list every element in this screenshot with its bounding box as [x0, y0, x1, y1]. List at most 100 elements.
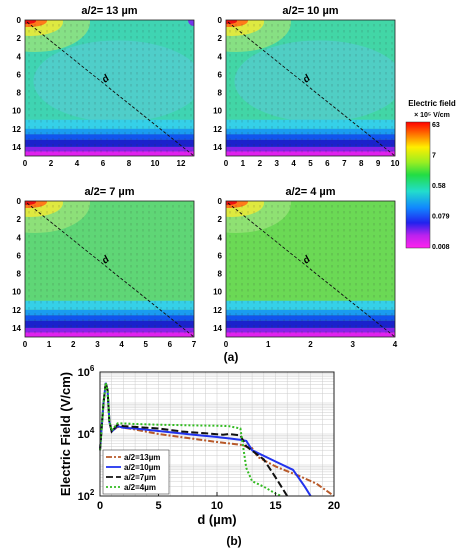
caption-a: (a): [224, 350, 239, 364]
x-tick-label: 3: [95, 340, 100, 349]
legend-label: a/2=7µm: [124, 473, 156, 482]
cut-line: [227, 21, 396, 157]
depletion-band: [226, 146, 395, 152]
depletion-band: [25, 146, 194, 152]
x-tick-label: 3: [351, 340, 356, 349]
cut-line: [26, 202, 195, 338]
x-axis-label: d (µm): [197, 512, 236, 527]
y-tick-label: 106: [78, 364, 95, 379]
x-tick-label: 6: [168, 340, 173, 349]
depletion-band: [226, 309, 395, 316]
colorbar-tick-label: 0.008: [432, 244, 450, 251]
grid: [99, 372, 335, 497]
colorbar-title: Electric field: [408, 99, 456, 108]
x-tick-label: 0: [23, 159, 28, 168]
x-tick-label: 8: [127, 159, 132, 168]
y-tick-label: 102: [78, 488, 95, 503]
depletion-band: [25, 327, 194, 333]
colorbar-gradient: [405, 121, 431, 249]
x-tick-label: 6: [325, 159, 330, 168]
colorbar-tick-label: 0.58: [432, 183, 446, 190]
cut-line: [227, 202, 396, 338]
y-tick-label: 6: [218, 251, 223, 260]
colorbar-tick-label: 0.079: [432, 214, 450, 221]
x-tick-label: 1: [266, 340, 271, 349]
depletion-band: [25, 332, 194, 337]
y-tick-label: 0: [218, 197, 223, 206]
depletion-band: [226, 300, 395, 310]
x-tick-label: 10: [151, 159, 160, 168]
line-chart: 0 5 10 15 20 102 104 106 d (µm) Electric Field (V…: [58, 364, 340, 527]
y-tick-label: 12: [213, 125, 222, 134]
depletion-band: [226, 119, 395, 129]
x-tick-label: 2: [71, 340, 76, 349]
x-tick-label: 1: [241, 159, 246, 168]
y-tick-label: 14: [213, 324, 222, 333]
colorbar-tick-label: 7: [432, 153, 436, 160]
y-tick-label: 8: [218, 270, 223, 279]
x-tick-label: 0: [23, 340, 28, 349]
y-tick-label: 2: [218, 215, 223, 224]
panel-frame: [24, 19, 195, 157]
y-tick-label: 6: [17, 70, 22, 79]
y-tick-label: 0: [17, 197, 22, 206]
y-tick-label: 4: [17, 52, 22, 61]
x-tick-label: 20: [328, 500, 340, 512]
series-line: [99, 382, 289, 497]
y-tick-label: 10: [12, 288, 21, 297]
depletion-band: [226, 332, 395, 337]
colorbar: Electric field × 10⁵ V/cm 63 7 0.58 0.079 0.…: [405, 99, 456, 251]
x-tick-label: 9: [376, 159, 381, 168]
y-tick-label: 12: [12, 306, 21, 315]
x-tick-label: 5: [155, 500, 161, 512]
y-tick-label: 8: [17, 270, 22, 279]
depletion-band: [25, 151, 194, 156]
depletion-band: [25, 300, 194, 310]
cut-line: [26, 21, 195, 157]
y-tick-label: 2: [218, 34, 223, 43]
y-tick-label: 10: [213, 107, 222, 116]
panel-title: a/2= 7 µm: [84, 186, 134, 198]
depletion-band: [226, 151, 395, 156]
y-tick-label: 2: [17, 34, 22, 43]
y-tick-label: 8: [218, 89, 223, 98]
y-tick-label: 14: [12, 143, 21, 152]
colorbar-unit: × 10⁵ V/cm: [414, 112, 450, 119]
x-tick-label: 5: [308, 159, 313, 168]
low-field-region: [33, 40, 194, 122]
depletion-band: [25, 139, 194, 147]
x-tick-label: 4: [393, 340, 398, 349]
legend-label: a/2=13µm: [124, 453, 160, 462]
panel-title: a/2= 4 µm: [285, 186, 335, 198]
depletion-band: [226, 327, 395, 333]
x-tick-label: 7: [192, 340, 197, 349]
legend-label: a/2=10µm: [124, 463, 160, 472]
x-tick-label: 12: [177, 159, 186, 168]
depletion-band: [25, 309, 194, 316]
depletion-band: [25, 320, 194, 328]
y-tick-label: 14: [12, 324, 21, 333]
y-tick-label: 14: [213, 143, 222, 152]
depletion-band: [226, 134, 395, 140]
y-tick-label: 10: [12, 107, 21, 116]
x-tick-label: 10: [211, 500, 223, 512]
y-tick-label: 12: [213, 306, 222, 315]
depletion-band: [25, 315, 194, 321]
y-tick-label: 4: [17, 233, 22, 242]
y-tick-label: 6: [218, 70, 223, 79]
y-tick-label: 104: [78, 426, 95, 441]
x-tick-label: 15: [269, 500, 281, 512]
depletion-band: [226, 139, 395, 147]
x-tick-label: 2: [308, 340, 313, 349]
x-tick-label: 2: [258, 159, 263, 168]
colorbar-ticks: 63 7 0.58 0.079 0.008: [432, 122, 450, 251]
legend-label: a/2=4µm: [124, 483, 156, 492]
corner-spot: [188, 20, 194, 26]
y-tick-label: 0: [218, 16, 223, 25]
